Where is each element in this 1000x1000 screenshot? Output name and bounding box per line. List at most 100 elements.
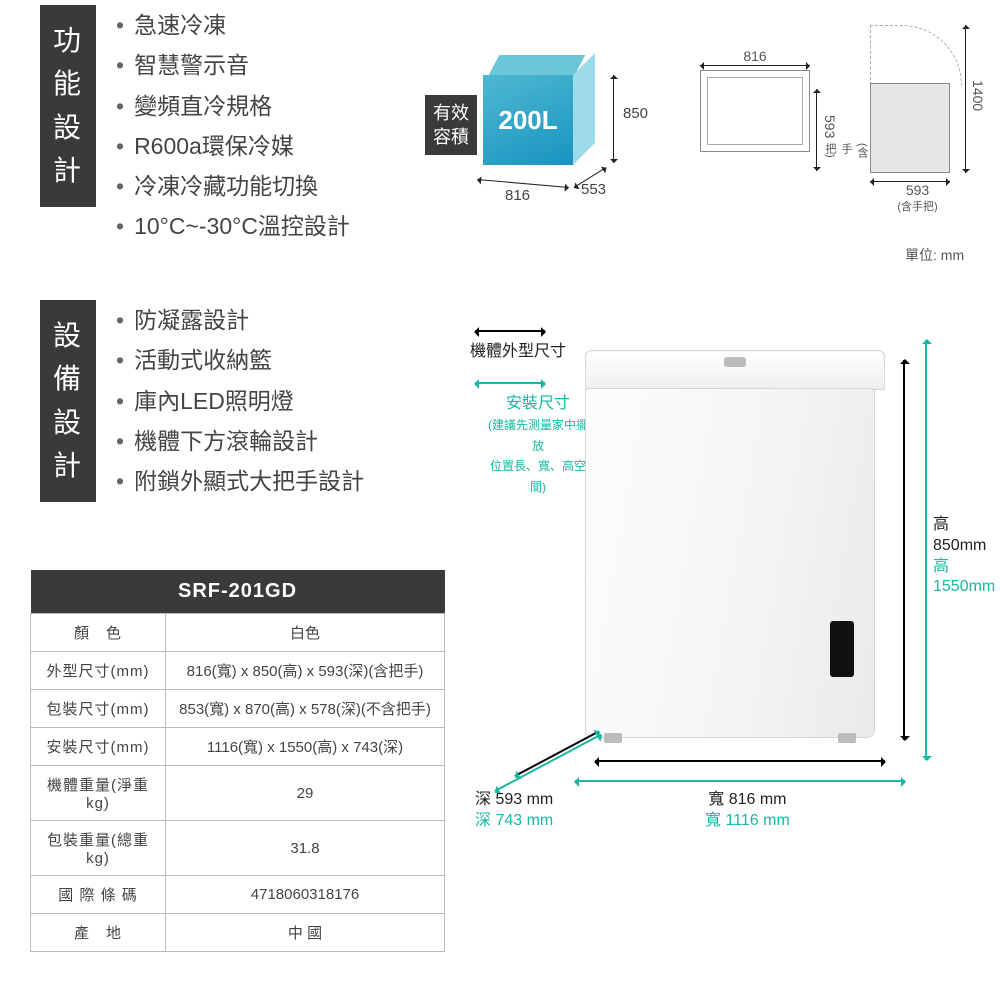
- tab-char: 設: [53, 320, 83, 351]
- depth-body-label: 深 593 mm: [475, 791, 553, 808]
- lid-handle: [724, 357, 746, 367]
- body-arrow-icon: [475, 330, 545, 332]
- height-install-arrow: [925, 340, 927, 760]
- spec-val: 白色: [166, 614, 445, 652]
- tv-a-d-arrow: [816, 89, 817, 171]
- height-body-label: 高 850mm: [933, 516, 986, 554]
- unit-label: 單位: mm: [905, 245, 964, 265]
- tv-b-w-arrow: [870, 181, 950, 182]
- freezer-lid: [585, 350, 885, 390]
- cube-side: [573, 53, 595, 165]
- install-legend-text: 安裝尺寸: [506, 395, 570, 412]
- tv-a-inner: [707, 77, 803, 145]
- tv-a-depth: 593: [822, 115, 838, 138]
- function-tab: 功 能 設 計: [40, 5, 96, 207]
- tab-char: 設: [53, 407, 83, 438]
- install-arrow-icon: [475, 382, 545, 384]
- spec-val: 4718060318176: [166, 876, 445, 914]
- depth-install-label: 深 743 mm: [475, 812, 553, 829]
- width-body-arrow: [595, 760, 885, 762]
- spec-val: 853(寬) x 870(高) x 578(深)(不含把手): [166, 690, 445, 728]
- spec-key: 顏 色: [31, 614, 166, 652]
- feature-item: 冷凍冷藏功能切換: [116, 166, 350, 206]
- width-install-arrow: [575, 780, 905, 782]
- cube-h-arrow: [613, 75, 614, 163]
- spec-val: 816(寬) x 850(高) x 593(深)(含把手): [166, 652, 445, 690]
- capacity-cube: 200L 850 816 553: [483, 55, 603, 195]
- tab-char: 計: [53, 450, 83, 481]
- tv-b-width-note: (含手把): [870, 198, 965, 214]
- equipment-tab: 設 備 設 計: [40, 300, 96, 502]
- cube-front: 200L: [483, 75, 573, 165]
- topview-a: 816 593 (含手把): [700, 65, 810, 152]
- feature-item: 庫內LED照明燈: [116, 381, 364, 421]
- tab-char: 功: [53, 25, 83, 56]
- capacity-value: 200L: [498, 105, 557, 136]
- tab-char: 設: [53, 112, 83, 143]
- feature-item: 機體下方滾輪設計: [116, 421, 364, 461]
- tv-b-arc: [870, 25, 962, 85]
- cap-label-2: 容積: [433, 127, 469, 147]
- function-feature-list: 急速冷凍 智慧警示音 變頻直冷規格 R600a環保冷媒 冷凍冷藏功能切換 10°…: [116, 5, 350, 247]
- cube-top: [489, 55, 586, 75]
- tv-b-wrap: 1400: [870, 25, 965, 175]
- depth-body-arrow: [515, 731, 600, 777]
- height-body-arrow: [903, 360, 905, 740]
- spec-val: 31.8: [166, 821, 445, 876]
- function-design-block: 功 能 設 計 急速冷凍 智慧警示音 變頻直冷規格 R600a環保冷媒 冷凍冷藏…: [40, 5, 350, 247]
- tv-b-door: 1400: [970, 80, 986, 111]
- feature-item: 智慧警示音: [116, 45, 350, 85]
- spec-key: 安裝尺寸(mm): [31, 728, 166, 766]
- body-legend-text: 機體外型尺寸: [470, 343, 566, 360]
- install-legend: 安裝尺寸 (建議先測量家中擺放 位置長、寬、高空間): [483, 394, 593, 498]
- cap-label-1: 有效: [433, 103, 469, 123]
- product-dimension-diagram: 機體外型尺寸 安裝尺寸 (建議先測量家中擺放 位置長、寬、高空間) 高 850m…: [455, 320, 985, 880]
- height-install-label: 高 1550mm: [933, 558, 995, 596]
- control-panel: [830, 621, 854, 677]
- feature-item: 急速冷凍: [116, 5, 350, 45]
- height-labels: 高 850mm 高 1550mm: [933, 515, 995, 598]
- tv-b-rect: [870, 83, 950, 173]
- tv-a-rect: [700, 70, 810, 152]
- install-note: (建議先測量家中擺放 位置長、寬、高空間): [488, 418, 588, 494]
- spec-val: 29: [166, 766, 445, 821]
- tv-a-depth-note: (含手把): [822, 143, 870, 158]
- feature-item: 變頻直冷規格: [116, 86, 350, 126]
- feature-item: 活動式收納籃: [116, 340, 364, 380]
- feature-item: R600a環保冷媒: [116, 126, 350, 166]
- feature-item: 防凝露設計: [116, 300, 364, 340]
- spec-table: SRF-201GD 顏 色白色 外型尺寸(mm)816(寬) x 850(高) …: [30, 570, 445, 952]
- capacity-label: 有效 容積: [425, 95, 477, 156]
- width-install-label: 寬 1116 mm: [705, 812, 790, 829]
- spec-key: 機體重量(淨重kg): [31, 766, 166, 821]
- spec-val: 1116(寬) x 1550(高) x 743(深): [166, 728, 445, 766]
- capacity-block: 有效 容積 200L 850 816 553: [425, 55, 603, 195]
- spec-val: 中 國: [166, 914, 445, 952]
- tab-char: 備: [53, 363, 83, 394]
- equipment-design-block: 設 備 設 計 防凝露設計 活動式收納籃 庫內LED照明燈 機體下方滾輪設計 附…: [40, 300, 364, 502]
- feature-item: 10°C~-30°C溫控設計: [116, 206, 350, 246]
- cube-depth-label: 553: [581, 181, 606, 198]
- tv-a-w-arrow: [700, 65, 810, 66]
- spec-model: SRF-201GD: [31, 570, 445, 614]
- spec-key: 包裝重量(總重kg): [31, 821, 166, 876]
- depth-labels: 深 593 mm 深 743 mm: [475, 790, 553, 832]
- tab-char: 計: [53, 155, 83, 186]
- spec-key: 國 際 條 碼: [31, 876, 166, 914]
- body-legend: 機體外型尺寸: [470, 342, 566, 363]
- equipment-feature-list: 防凝露設計 活動式收納籃 庫內LED照明燈 機體下方滾輪設計 附鎖外顯式大把手設…: [116, 300, 364, 501]
- cube-width-label: 816: [505, 187, 530, 204]
- depth-install-arrow: [495, 734, 602, 792]
- foot-right: [838, 733, 856, 743]
- topview-b: 1400 593 (含手把): [870, 25, 965, 214]
- feature-item: 附鎖外顯式大把手設計: [116, 461, 364, 501]
- spec-key: 產 地: [31, 914, 166, 952]
- spec-key: 外型尺寸(mm): [31, 652, 166, 690]
- tv-a-width: 816: [700, 48, 810, 64]
- tab-char: 能: [53, 68, 83, 99]
- freezer-illustration: [585, 350, 875, 750]
- freezer-body: [585, 388, 875, 738]
- width-labels: 寬 816 mm 寬 1116 mm: [705, 790, 790, 832]
- spec-key: 包裝尺寸(mm): [31, 690, 166, 728]
- width-body-label: 寬 816 mm: [708, 791, 786, 808]
